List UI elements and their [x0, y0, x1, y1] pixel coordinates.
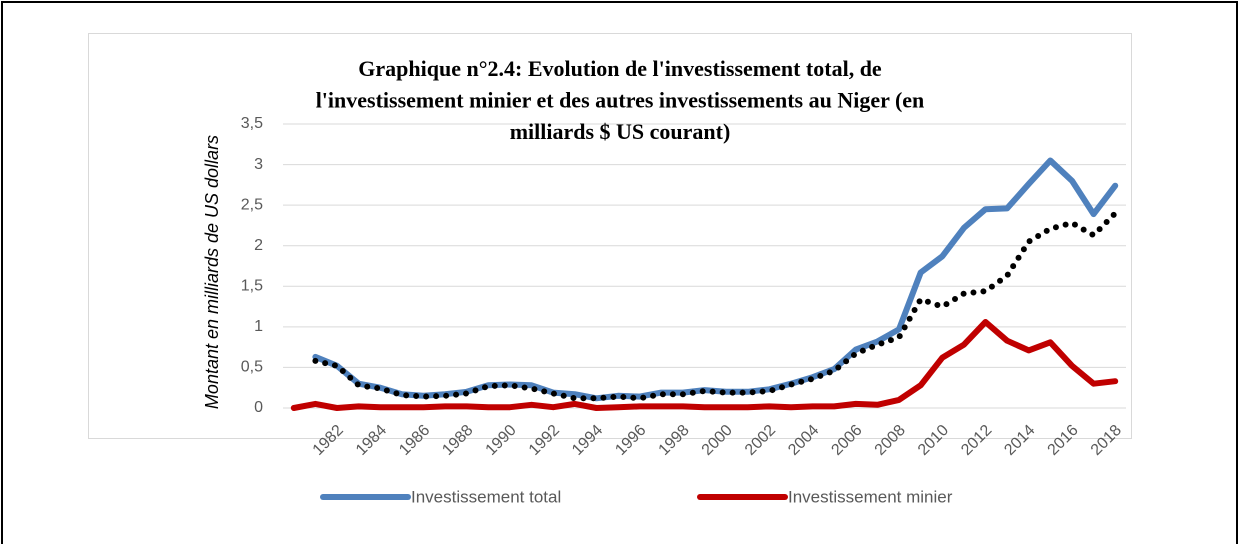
chart-title: Graphique n°2.4: Evolution de l'investis…: [358, 56, 882, 81]
y-tick-label: 2: [254, 237, 263, 254]
legend-label: Investissement total: [411, 487, 561, 506]
y-tick-label: 1: [254, 318, 263, 335]
y-axis-label: Montant en milliards de US dollars: [202, 135, 222, 409]
y-tick-label: 0,5: [241, 359, 263, 376]
y-tick-label: 3,5: [241, 115, 263, 132]
series-line: [312, 210, 1119, 402]
chart-title: milliards $ US courant): [510, 119, 731, 144]
y-tick-label: 3: [254, 156, 263, 173]
series-line: [290, 319, 1119, 411]
y-tick-label: 2,5: [241, 196, 263, 213]
y-tick-label: 1,5: [241, 278, 263, 295]
chart-title: l'investissement minier et des autres in…: [316, 88, 925, 113]
legend-label: Investissement minier: [788, 487, 953, 506]
y-tick-label: 0: [254, 399, 263, 416]
